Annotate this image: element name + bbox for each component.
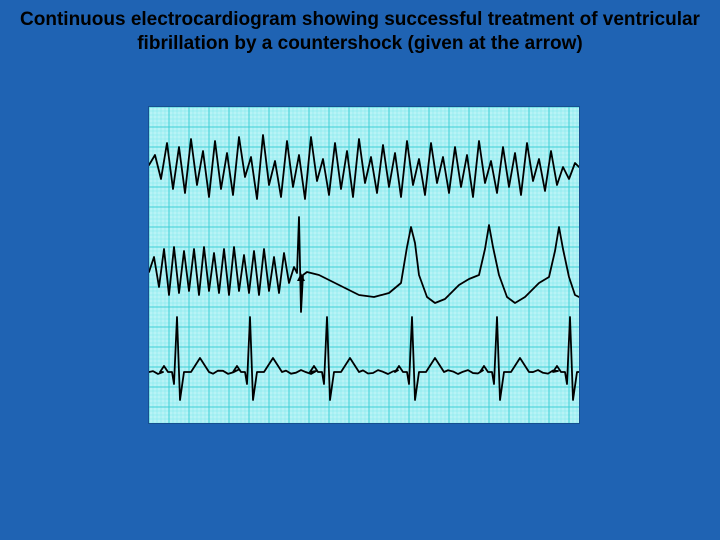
slide: Continuous electrocardiogram showing suc… [0,0,720,540]
ecg-panel [148,106,580,424]
slide-title: Continuous electrocardiogram showing suc… [0,8,720,56]
